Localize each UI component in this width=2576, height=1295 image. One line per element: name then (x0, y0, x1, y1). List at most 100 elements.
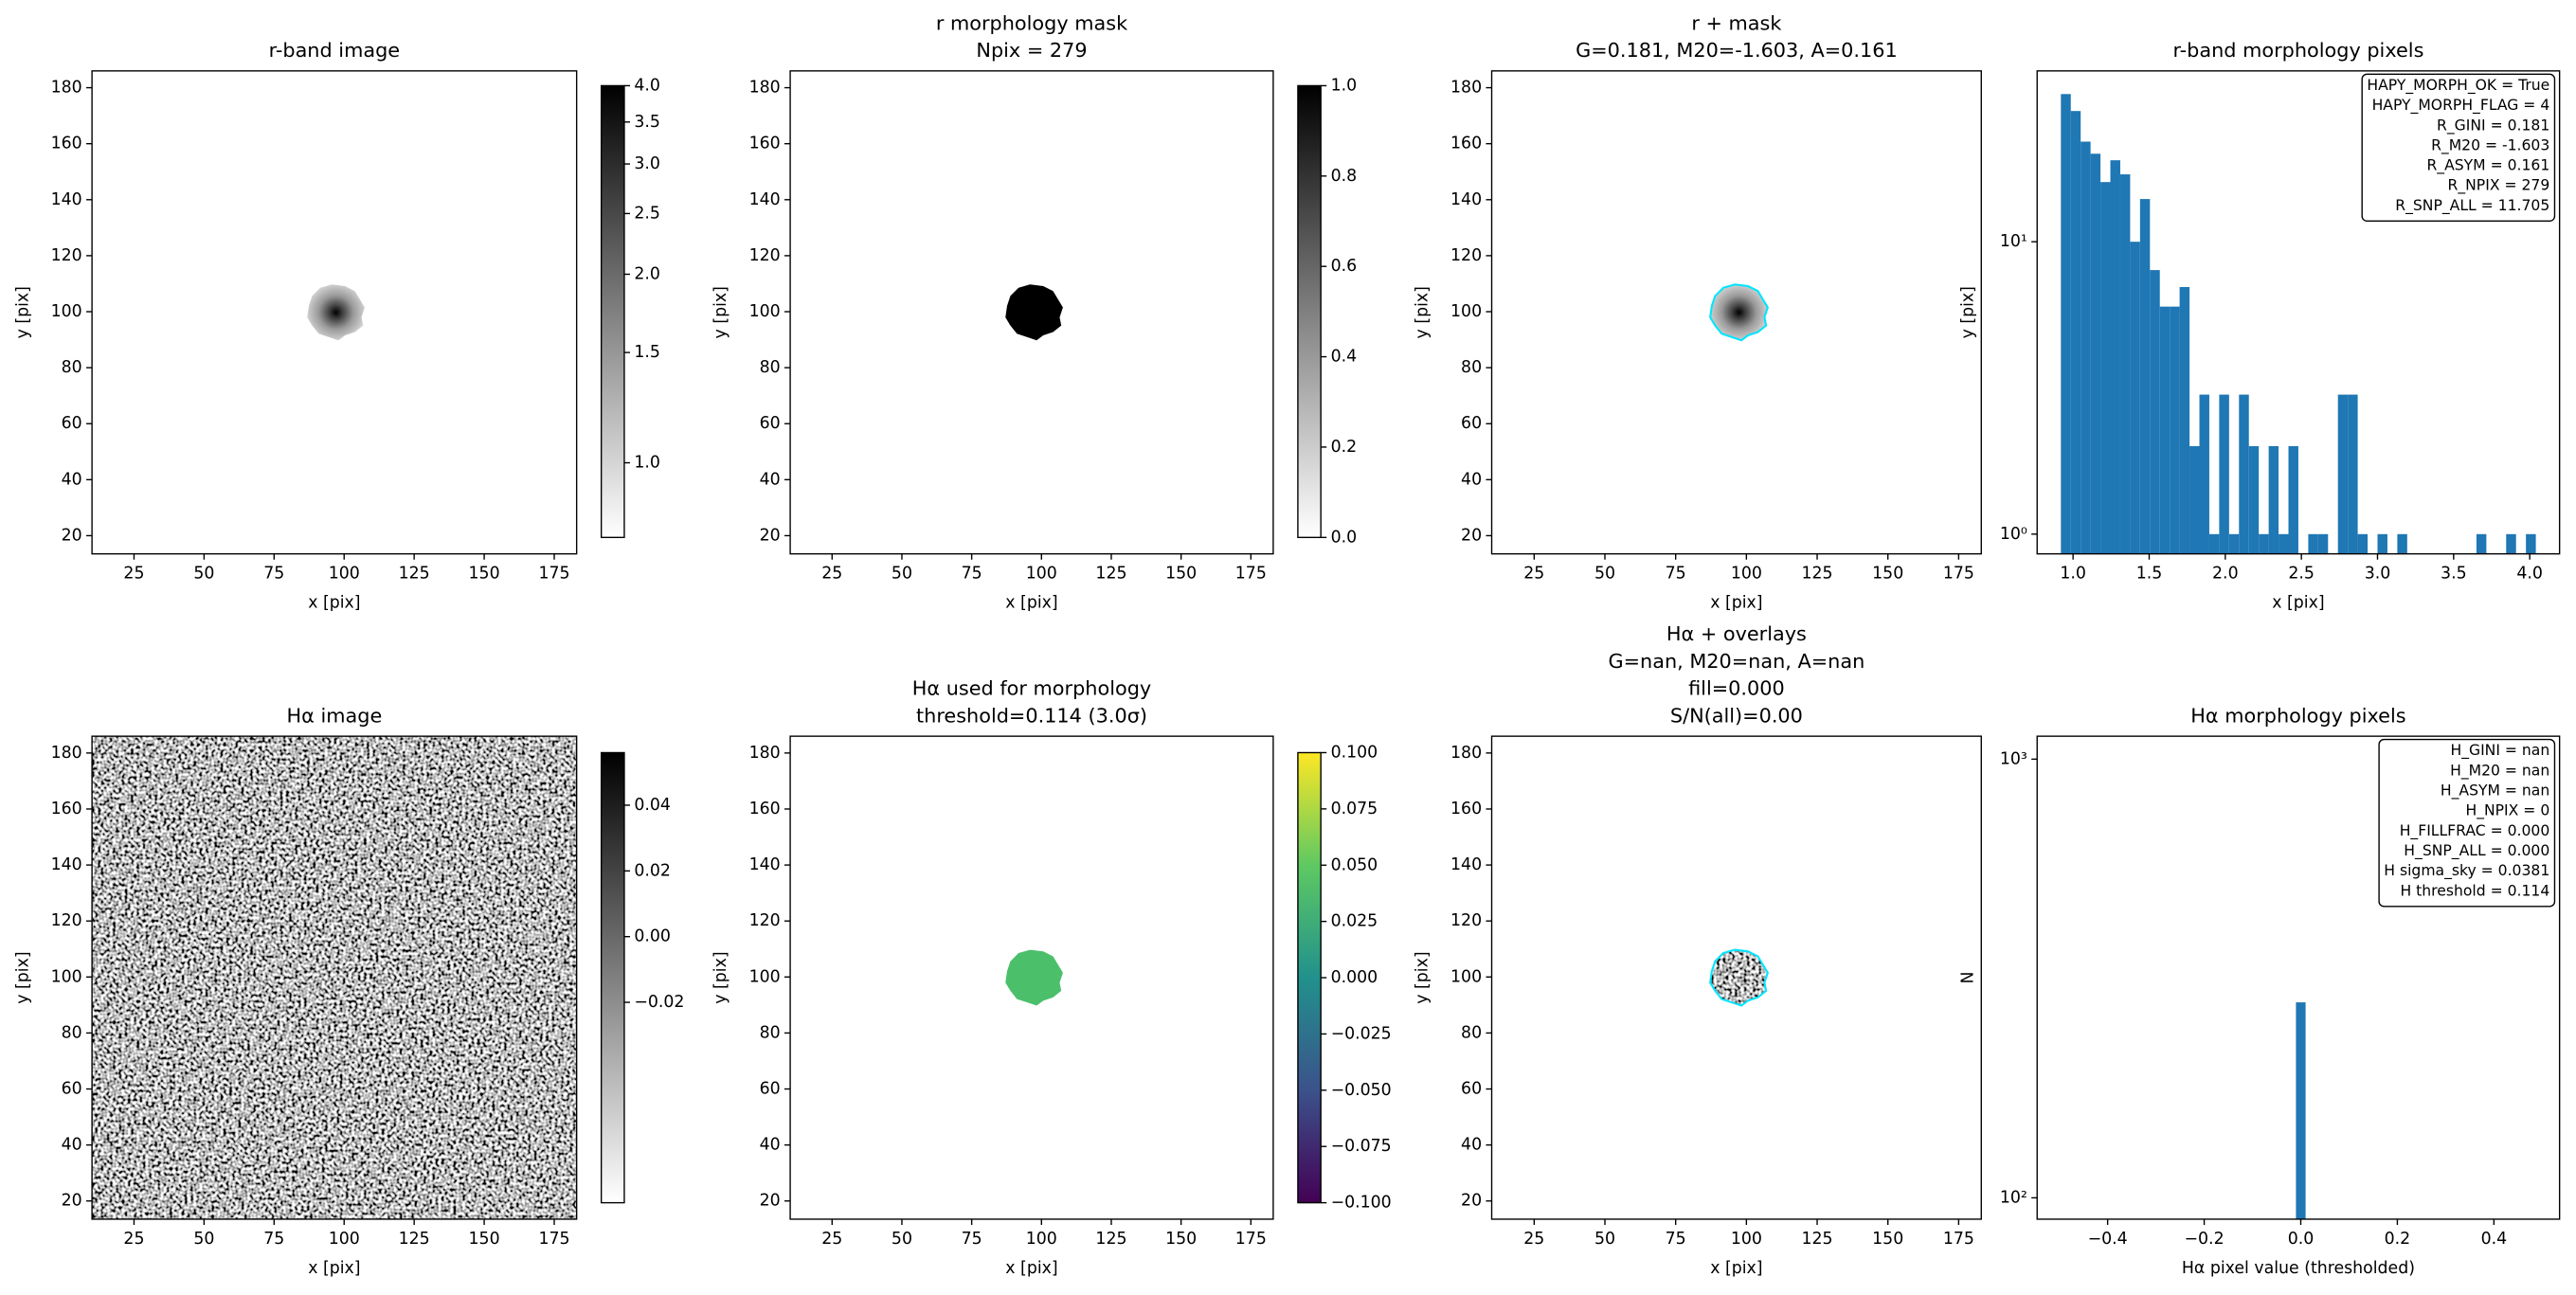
colorbar-tick-label: 0.0 (1331, 528, 1358, 547)
colorbar-tick-label: −0.02 (634, 993, 684, 1012)
panel-title: Hα used for morphology (912, 677, 1151, 700)
x-tick-label: 75 (962, 1230, 982, 1249)
y-tick-label: 40 (760, 470, 781, 489)
annotation-line: HAPY_MORPH_FLAG = 4 (2372, 97, 2550, 115)
y-tick-label: 80 (760, 358, 781, 377)
y-tick-label: 180 (749, 79, 781, 98)
y-axis-label: y [pix] (13, 951, 32, 1003)
hist-bar (2081, 141, 2091, 554)
colorbar-tick-label: −0.100 (1331, 1194, 1392, 1213)
x-tick-label: 125 (1095, 1230, 1126, 1249)
colorbar-tick-label: 0.00 (634, 927, 671, 946)
hist-bar (2268, 445, 2279, 554)
annotation-line: R_GINI = 0.181 (2437, 117, 2549, 135)
x-tick-label: 125 (1801, 1230, 1832, 1249)
hist-bar (2159, 306, 2171, 554)
x-axis-label: x [pix] (308, 1259, 360, 1278)
hist-bar (2110, 160, 2120, 554)
y-tick-label: 120 (749, 246, 781, 265)
hist-bar (2337, 394, 2349, 554)
panel-title: r + mask (1691, 11, 1781, 34)
x-tick-label: 4.0 (2516, 564, 2543, 583)
x-tick-label: 0.2 (2385, 1230, 2411, 1249)
y-tick-label: 160 (51, 800, 82, 818)
x-tick-label: 25 (821, 564, 842, 583)
y-tick-label: 160 (749, 135, 781, 153)
hist-bar (2061, 94, 2071, 554)
colorbar-tick-label: 0.050 (1331, 855, 1378, 874)
axes-frame (91, 735, 578, 1220)
x-tick-label: 75 (1666, 1230, 1686, 1249)
y-tick-label: 10¹ (2000, 232, 2027, 251)
panel-title: r-band morphology pixels (2172, 39, 2423, 62)
colorbar-tick-label: 0.2 (1331, 438, 1358, 457)
y-tick-label: 180 (51, 79, 82, 98)
annotation-line: R_M20 = -1.603 (2431, 136, 2549, 154)
x-tick-label: 25 (123, 1230, 144, 1249)
y-tick-label: 160 (51, 135, 82, 153)
y-tick-label: 20 (760, 1192, 781, 1211)
hist-bar (2288, 445, 2298, 554)
y-tick-label: 60 (760, 414, 781, 433)
x-axis-label: Hα pixel value (thresholded) (2182, 1259, 2415, 1278)
y-axis-label: y [pix] (1414, 286, 1432, 338)
y-tick-label: 80 (1461, 1023, 1482, 1042)
hist-bar (2228, 533, 2240, 554)
x-tick-label: 100 (1731, 1230, 1762, 1249)
hist-bar (2199, 394, 2209, 554)
x-tick-label: 50 (193, 564, 214, 583)
colorbar-tick-label: 1.0 (634, 454, 660, 473)
x-tick-label: 25 (1523, 1230, 1544, 1249)
y-tick-label: 40 (1461, 470, 1482, 489)
axes-frame (2036, 70, 2561, 555)
colorbar (1297, 84, 1322, 539)
y-tick-label: 140 (749, 855, 781, 874)
y-tick-label: 40 (760, 1136, 781, 1155)
y-tick-label: 60 (760, 1080, 781, 1099)
hist-bar (2259, 533, 2269, 554)
x-axis-label: x [pix] (1005, 1259, 1057, 1278)
x-tick-label: 150 (469, 564, 500, 583)
annotation-line: HAPY_MORPH_OK = True (2367, 77, 2549, 95)
axes-frame (789, 735, 1274, 1220)
y-tick-label: 80 (760, 1023, 781, 1042)
x-tick-label: 3.5 (2441, 564, 2467, 583)
panel-title: Hα + overlays (1666, 622, 1807, 645)
colorbar-tick-label: 1.5 (634, 343, 660, 362)
annotation-line: H_ASYM = nan (2441, 782, 2549, 800)
y-axis-label: y [pix] (1958, 286, 1977, 338)
x-tick-label: 175 (1235, 1230, 1267, 1249)
x-tick-label: 50 (193, 1230, 214, 1249)
y-tick-label: 20 (1461, 1192, 1482, 1211)
annotation-line: H_SNP_ALL = 0.000 (2404, 842, 2549, 860)
colorbar-tick-label: −0.050 (1331, 1081, 1392, 1100)
x-axis-label: x [pix] (1710, 594, 1762, 613)
x-axis-label: x [pix] (1005, 594, 1057, 613)
x-tick-label: 25 (821, 1230, 842, 1249)
y-tick-label: 80 (62, 1023, 82, 1042)
x-tick-label: 50 (1594, 564, 1615, 583)
masked-source (1709, 283, 1769, 342)
x-axis-label: x [pix] (1710, 1259, 1762, 1278)
hist-bar (2308, 533, 2318, 554)
hist-bar (2296, 1002, 2306, 1219)
colorbar-tick-label: 0.000 (1331, 968, 1378, 987)
y-axis-label: N (1958, 972, 1977, 984)
x-tick-label: 2.5 (2288, 564, 2315, 583)
x-axis-label: x [pix] (308, 594, 360, 613)
x-tick-label: 0.4 (2481, 1230, 2508, 1249)
y-tick-label: 40 (62, 1136, 82, 1155)
x-tick-label: 175 (1943, 1230, 1974, 1249)
annotation-line: H sigma_sky = 0.0381 (2384, 862, 2549, 880)
y-tick-label: 140 (1450, 190, 1482, 209)
annotation-line: H_NPIX = 0 (2465, 802, 2549, 820)
y-tick-label: 20 (62, 1192, 82, 1211)
x-tick-label: 75 (962, 564, 982, 583)
colorbar-tick-label: 0.100 (1331, 743, 1378, 762)
hist-bar (2130, 242, 2140, 554)
y-tick-label: 120 (1450, 911, 1482, 930)
x-tick-label: 125 (1095, 564, 1126, 583)
y-axis-label: y [pix] (712, 951, 730, 1003)
colorbar-tick-label: 0.02 (634, 861, 671, 880)
y-tick-label: 140 (1450, 855, 1482, 874)
